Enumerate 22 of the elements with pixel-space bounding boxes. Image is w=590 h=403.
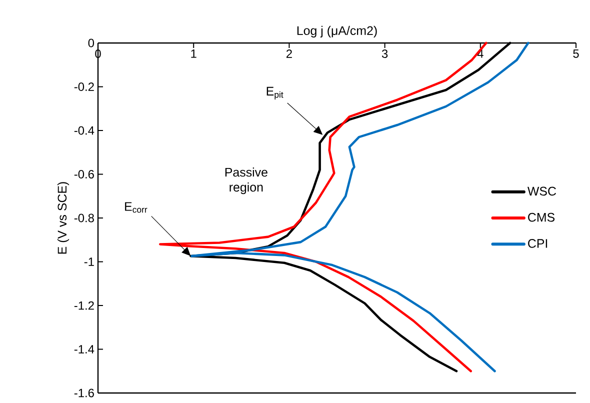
y-tick-label: -1.4 (74, 345, 94, 354)
x-tick-label: 5 (573, 50, 579, 58)
y-tick-label: -0.2 (74, 82, 94, 91)
y-tick-label: -1.6 (74, 388, 94, 398)
x-tick-label: 2 (286, 50, 292, 58)
legend-label: WSC (527, 186, 556, 196)
legend-label: CPI (528, 239, 548, 248)
y-axis-title: E (V vs SCE) (57, 182, 70, 254)
annotation: Passive region (225, 168, 268, 194)
y-tick-label: -1 (84, 258, 94, 266)
y-tick-label: 0 (88, 38, 94, 48)
x-tick-label: 3 (382, 50, 388, 58)
x-axis-title: Log j (μA/cm2) (297, 26, 377, 38)
x-tick-label: 1 (191, 50, 196, 58)
annotation: E$_{corr}$ (125, 202, 148, 213)
y-tick-label: -0.4 (74, 126, 94, 135)
y-tick-label: -0.8 (74, 214, 94, 222)
y-tick-label: -0.6 (74, 170, 94, 178)
annotation: E$_{pit}$ (266, 86, 284, 100)
y-tick-label: -1.2 (74, 301, 94, 310)
legend-label: CMS (528, 212, 555, 222)
line-series (158, 42, 488, 372)
